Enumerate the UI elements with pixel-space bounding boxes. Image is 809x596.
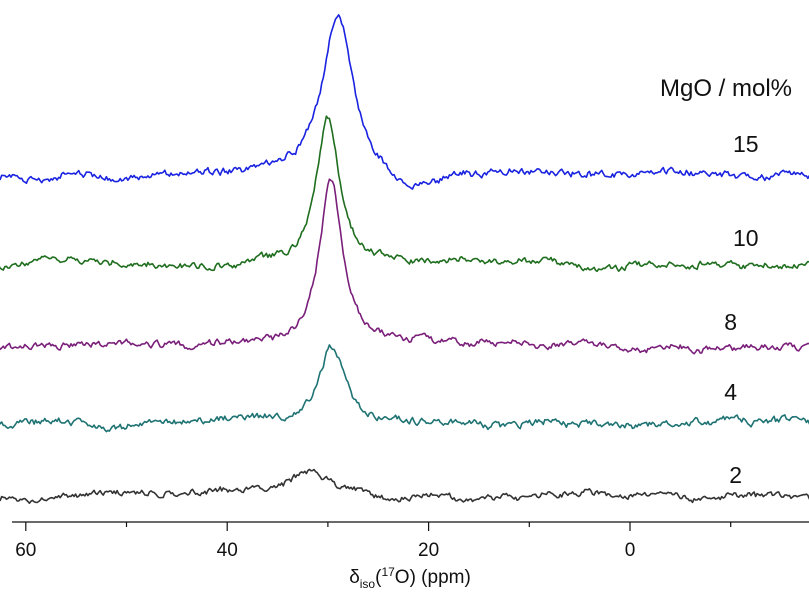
x-axis-title-symbol: δ bbox=[349, 567, 360, 588]
x-axis-title-unit: (ppm) bbox=[416, 567, 471, 588]
x-axis-title-open: ( bbox=[375, 567, 382, 588]
x-axis-title-close: ) bbox=[410, 567, 416, 588]
x-axis-title-subscript: iso bbox=[360, 577, 376, 591]
spectra-traces bbox=[0, 14, 809, 504]
x-axis-title-isotope: 17 bbox=[381, 565, 395, 579]
legend-title: MgO / mol% bbox=[660, 75, 792, 102]
x-axis-title: δiso(17O) (ppm) bbox=[349, 565, 471, 591]
x-tick-label-0: 0 bbox=[625, 540, 636, 561]
series-label-10: 10 bbox=[733, 225, 759, 251]
spectrum-line-8 bbox=[0, 178, 809, 355]
x-tick-label-40: 40 bbox=[217, 540, 238, 561]
series-label-15: 15 bbox=[733, 131, 759, 157]
x-axis: 806040200-20 bbox=[12, 521, 809, 561]
series-label-2: 2 bbox=[729, 462, 742, 488]
series-label-8: 8 bbox=[724, 309, 737, 335]
x-tick-labels: 806040200-20 bbox=[15, 540, 636, 561]
spectrum-line-15 bbox=[0, 14, 809, 190]
x-ticks bbox=[25, 522, 732, 531]
x-tick-label-20: 20 bbox=[418, 540, 439, 561]
series-labels: 15 10 8 4 2 bbox=[724, 131, 758, 488]
spectrum-line-4 bbox=[0, 344, 809, 433]
spectrum-line-10 bbox=[0, 115, 809, 273]
spectrum-line-2 bbox=[0, 468, 809, 504]
x-axis-title-element: O bbox=[395, 567, 410, 588]
x-tick-label-60: 60 bbox=[15, 540, 36, 561]
series-label-4: 4 bbox=[724, 379, 737, 405]
